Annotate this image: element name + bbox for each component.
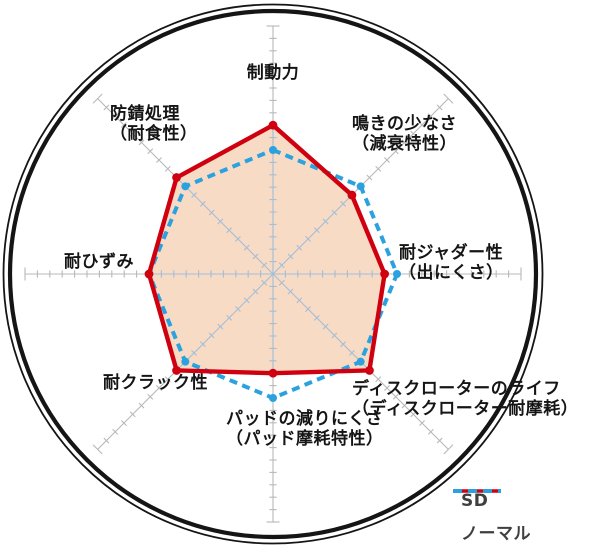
legend-label-sd: SD — [461, 491, 489, 511]
axis-label-low-squeal: 鳴きの少なさ （減衰特性） — [352, 114, 457, 155]
axis-sublabel-text: （パッド摩耗特性） — [226, 429, 384, 450]
normal-dashed-line-swatch — [453, 489, 501, 493]
axis-label-distortion-resistance: 耐ひずみ — [64, 252, 134, 272]
axis-label-pad-wear: パッドの減りにくさ （パッド摩耗特性） — [226, 409, 384, 450]
legend-item-normal: ノーマル — [452, 489, 531, 546]
axis-label-judder-resistance: 耐ジャダー性 （出にくさ） — [399, 243, 504, 284]
axis-label-text: ディスクローターのライフ — [352, 379, 561, 399]
axis-label-text: パッドの減りにくさ — [226, 409, 384, 429]
axis-label-braking-power: 制動力 — [247, 63, 300, 83]
axis-sublabel-text: （耐食性） — [110, 124, 198, 145]
legend-label-normal: ノーマル — [461, 523, 531, 544]
axis-label-crack-resistance: 耐クラック性 — [103, 373, 208, 393]
axis-label-text: 耐ひずみ — [64, 252, 134, 272]
axis-label-text: 耐クラック性 — [103, 373, 208, 393]
axis-label-rust-proofing: 防錆処理 （耐食性） — [110, 104, 198, 145]
axis-label-rotor-life: ディスクローターのライフ （ディスクローター耐摩耗） — [352, 379, 578, 420]
axis-label-text: 防錆処理 — [110, 104, 180, 124]
axis-sublabel-text: （減衰特性） — [352, 134, 457, 155]
axis-sublabel-text: （ディスクローター耐摩耗） — [352, 399, 579, 420]
legend: SD ノーマル — [452, 486, 531, 546]
axis-label-text: 鳴きの少なさ — [352, 114, 457, 134]
axis-sublabel-text: （出にくさ） — [399, 263, 504, 284]
axis-label-text: 耐ジャダー性 — [399, 243, 504, 263]
axis-label-text: 制動力 — [246, 63, 300, 83]
